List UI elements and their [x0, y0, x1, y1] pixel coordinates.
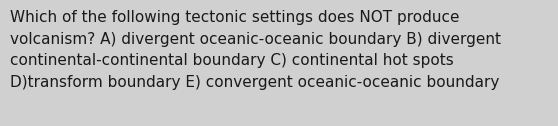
- Text: Which of the following tectonic settings does NOT produce
volcanism? A) divergen: Which of the following tectonic settings…: [10, 10, 501, 90]
